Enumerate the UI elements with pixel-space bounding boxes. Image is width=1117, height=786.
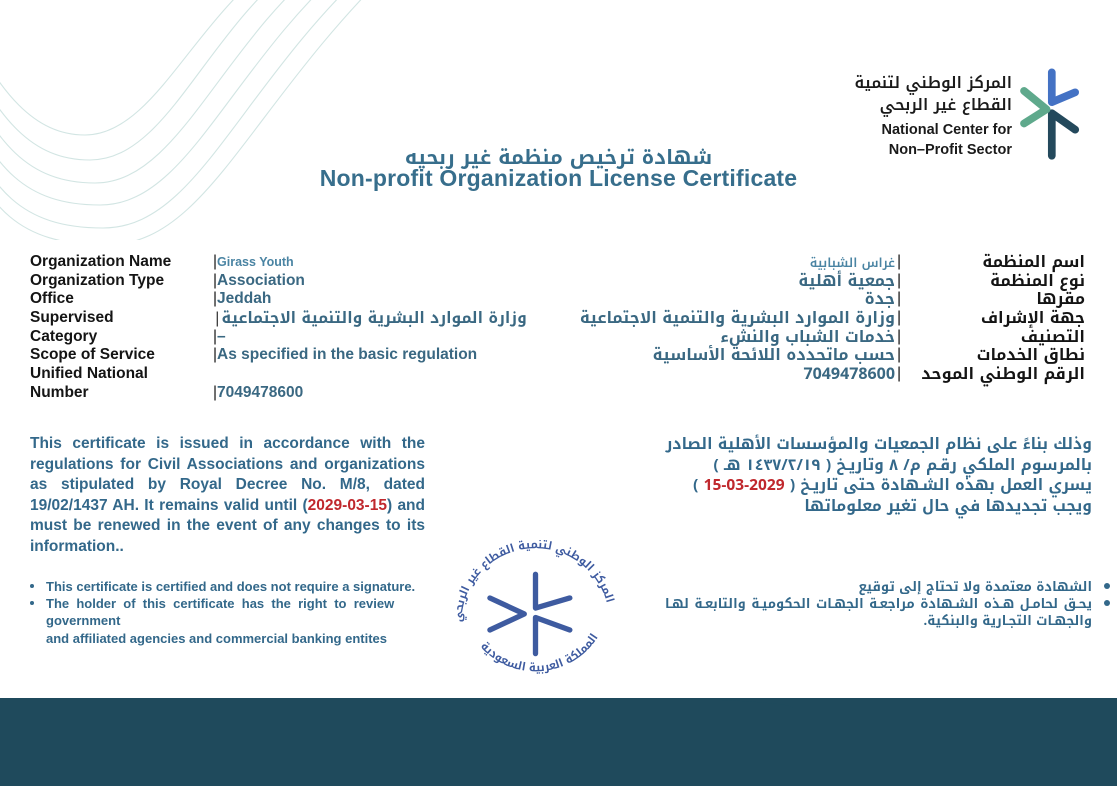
svg-text:المملكة العربية السعودية: المملكة العربية السعودية (475, 629, 604, 678)
